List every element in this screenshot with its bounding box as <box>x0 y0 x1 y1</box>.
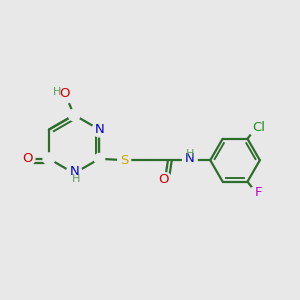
Circle shape <box>159 173 172 186</box>
Circle shape <box>57 87 74 103</box>
Text: N: N <box>94 123 104 136</box>
Text: O: O <box>158 173 169 186</box>
Circle shape <box>43 153 55 165</box>
Circle shape <box>68 109 80 121</box>
Circle shape <box>248 119 264 136</box>
Text: S: S <box>120 154 128 167</box>
Text: H: H <box>186 149 194 159</box>
Text: H: H <box>72 174 80 184</box>
Text: Cl: Cl <box>252 121 265 134</box>
Text: O: O <box>59 87 70 100</box>
Circle shape <box>94 154 105 164</box>
Text: N: N <box>69 165 79 178</box>
Circle shape <box>250 186 262 199</box>
Circle shape <box>22 152 35 165</box>
Text: N: N <box>185 152 195 165</box>
Text: F: F <box>255 186 262 199</box>
Text: H: H <box>53 87 61 97</box>
Circle shape <box>183 153 197 167</box>
Text: O: O <box>22 152 32 165</box>
Circle shape <box>118 154 130 167</box>
Circle shape <box>92 122 107 137</box>
Circle shape <box>66 165 82 182</box>
